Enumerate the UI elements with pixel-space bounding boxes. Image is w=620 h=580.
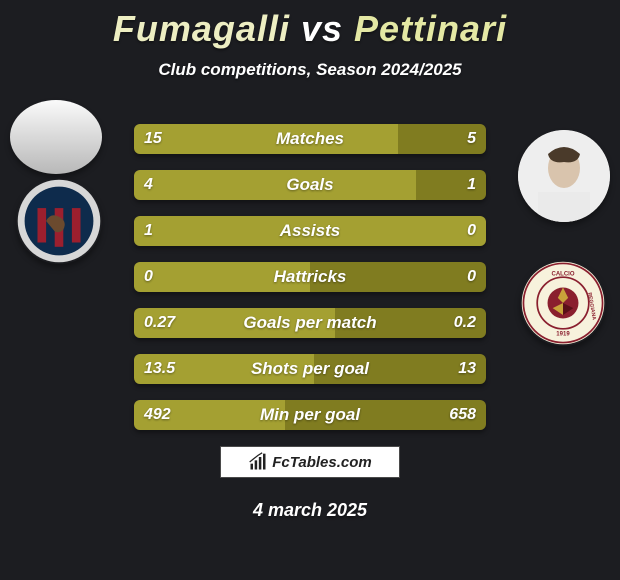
title-player2: Pettinari — [354, 8, 507, 49]
comparison-infographic: Fumagalli vs Pettinari Club competitions… — [0, 0, 620, 580]
date-text: 4 march 2025 — [0, 500, 620, 521]
chart-icon — [248, 452, 268, 472]
stat-row: 00Hattricks — [134, 262, 486, 292]
stat-label: Assists — [134, 216, 486, 246]
stat-row: 10Assists — [134, 216, 486, 246]
stat-row: 492658Min per goal — [134, 400, 486, 430]
subtitle: Club competitions, Season 2024/2025 — [0, 60, 620, 80]
player1-avatar — [10, 100, 102, 174]
stat-label: Shots per goal — [134, 354, 486, 384]
stat-label: Hattricks — [134, 262, 486, 292]
svg-text:1919: 1919 — [556, 332, 570, 338]
page-title: Fumagalli vs Pettinari — [0, 0, 620, 50]
stat-row: 0.270.2Goals per match — [134, 308, 486, 338]
player2-club-badge: CALCIO REGGIANA 1919 — [520, 260, 606, 346]
stat-label: Matches — [134, 124, 486, 154]
title-player1: Fumagalli — [113, 8, 290, 49]
brand-text: FcTables.com — [272, 454, 371, 471]
stat-label: Min per goal — [134, 400, 486, 430]
player1-club-badge — [16, 178, 102, 264]
stat-row: 13.513Shots per goal — [134, 354, 486, 384]
svg-text:CALCIO: CALCIO — [551, 271, 574, 277]
stat-label: Goals per match — [134, 308, 486, 338]
stat-row: 41Goals — [134, 170, 486, 200]
player2-avatar — [518, 130, 610, 222]
stat-label: Goals — [134, 170, 486, 200]
title-vs: vs — [301, 8, 343, 49]
stats-bars: 155Matches 41Goals 10Assists 00Hattricks 0.2… — [134, 124, 486, 446]
stat-row: 155Matches — [134, 124, 486, 154]
brand-badge: FcTables.com — [220, 446, 400, 478]
